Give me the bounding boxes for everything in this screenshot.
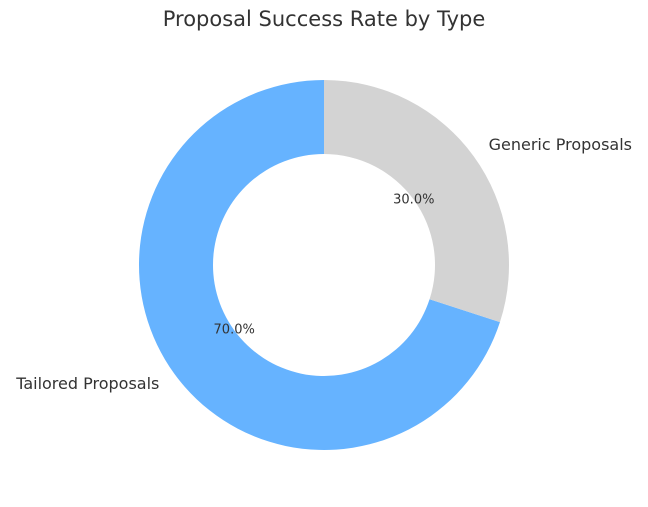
category-label: Generic Proposals bbox=[489, 135, 632, 154]
value-label: 70.0% bbox=[214, 323, 255, 338]
chart-title: Proposal Success Rate by Type bbox=[163, 7, 486, 31]
wedge bbox=[324, 80, 509, 323]
wedge bbox=[139, 80, 500, 450]
value-label: 30.0% bbox=[393, 192, 434, 207]
category-label: Tailored Proposals bbox=[15, 374, 159, 393]
